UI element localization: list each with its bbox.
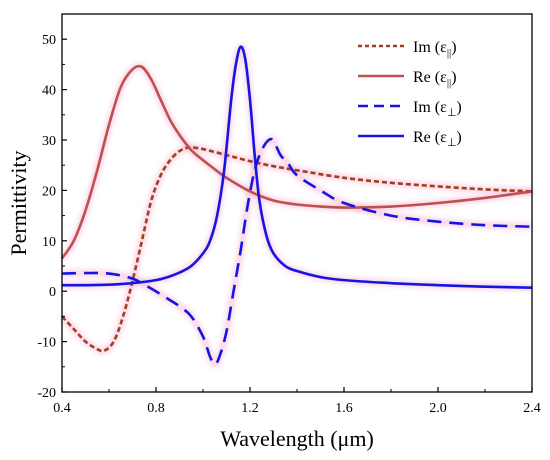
series-line-im-epsparallel <box>61 146 533 353</box>
series-glow-im-epsperp <box>61 135 533 368</box>
legend-label-im-epsparallel: Im (ε||) <box>413 39 457 59</box>
series-line-re-epsparallel <box>60 64 533 260</box>
y-axis: -20 -10 0 10 20 30 40 50 <box>37 33 67 401</box>
x-tick-label: 1.2 <box>241 401 259 416</box>
y-tick-label: 10 <box>42 235 56 250</box>
x-axis-label: Wavelength (μm) <box>220 426 374 451</box>
y-tick-label: 20 <box>42 184 56 199</box>
y-tick-label: 40 <box>42 84 56 99</box>
x-tick-label: 2.4 <box>523 401 541 416</box>
series-glow-re-epsparallel <box>59 62 533 261</box>
y-tick-label: -20 <box>37 386 56 401</box>
y-tick-label: 30 <box>42 134 56 149</box>
y-tick-label: 0 <box>49 285 56 300</box>
legend-label-im-epsperp: Im (ε⊥) <box>413 99 462 119</box>
x-tick-label: 0.8 <box>147 401 165 416</box>
series-layer <box>60 45 533 366</box>
x-tick-label: 1.6 <box>335 401 353 416</box>
x-tick-label: 0.4 <box>53 401 71 416</box>
series-line-re-epsperp <box>61 45 533 289</box>
y-tick-label: 50 <box>42 33 56 48</box>
x-tick-label: 2.0 <box>429 401 447 416</box>
legend-label-re-epsparallel: Re (ε||) <box>413 69 457 89</box>
series-line-im-epsperp <box>61 137 533 366</box>
legend: Im (ε||) Re (ε||) Im (ε⊥) Re (ε⊥) <box>358 39 462 149</box>
y-tick-label: -10 <box>37 336 56 351</box>
y-axis-label: Permittivity <box>6 150 31 255</box>
legend-label-re-epsperp: Re (ε⊥) <box>413 129 462 149</box>
x-axis: 0.4 0.8 1.2 1.6 2.0 2.4 <box>53 387 541 416</box>
